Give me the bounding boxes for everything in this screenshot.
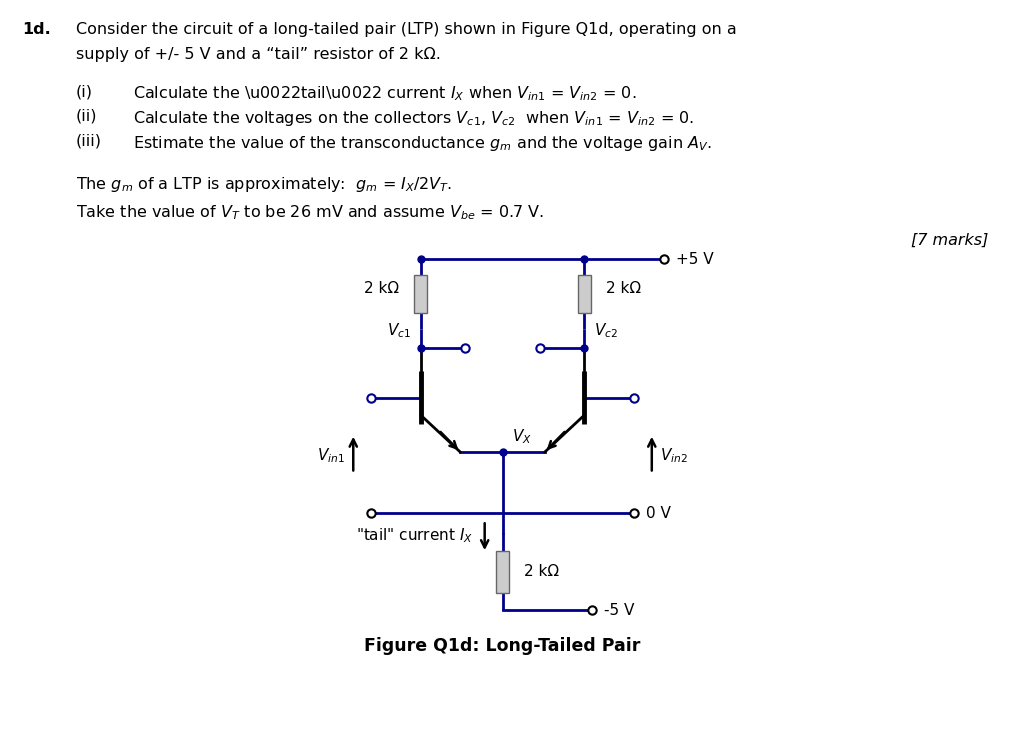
Text: Take the value of $V_T$ to be 26 mV and assume $V_{be}$ = 0.7 V.: Take the value of $V_T$ to be 26 mV and …: [76, 203, 544, 221]
Text: +5 V: +5 V: [675, 252, 713, 267]
Text: (ii): (ii): [76, 109, 97, 124]
Text: 1d.: 1d.: [22, 22, 51, 37]
Text: "tail" current $I_X$: "tail" current $I_X$: [356, 526, 473, 544]
Text: -5 V: -5 V: [604, 603, 634, 618]
Text: $V_X$: $V_X$: [513, 428, 533, 447]
Text: supply of +/- 5 V and a “tail” resistor of 2 kΩ.: supply of +/- 5 V and a “tail” resistor …: [76, 47, 441, 62]
Bar: [496, 550, 509, 593]
Text: $V_{in1}$: $V_{in1}$: [317, 447, 346, 465]
Text: 2 kΩ: 2 kΩ: [525, 564, 559, 579]
Text: Estimate the value of the transconductance $g_m$ and the voltage gain $A_V$.: Estimate the value of the transconductan…: [133, 134, 712, 153]
Text: Figure Q1d: Long-Tailed Pair: Figure Q1d: Long-Tailed Pair: [364, 637, 641, 655]
Text: [7 marks]: [7 marks]: [911, 233, 988, 248]
Bar: [578, 275, 590, 313]
Bar: [415, 275, 428, 313]
Text: (iii): (iii): [76, 134, 101, 148]
Text: The $g_m$ of a LTP is approximately:  $g_m$ = $I_X$/2$V_T$.: The $g_m$ of a LTP is approximately: $g_…: [76, 175, 452, 194]
Text: Calculate the \u0022tail\u0022 current $I_X$ when $V_{in1}$ = $V_{in2}$ = 0.: Calculate the \u0022tail\u0022 current $…: [133, 84, 637, 103]
Text: 0 V: 0 V: [646, 506, 670, 521]
Text: 2 kΩ: 2 kΩ: [607, 282, 641, 297]
Text: Calculate the voltages on the collectors $V_{c1}$, $V_{c2}$  when $V_{in1}$ = $V: Calculate the voltages on the collectors…: [133, 109, 695, 128]
Text: 2 kΩ: 2 kΩ: [364, 282, 399, 297]
Text: $V_{c2}$: $V_{c2}$: [594, 322, 619, 340]
Text: (i): (i): [76, 84, 93, 99]
Text: $V_{c1}$: $V_{c1}$: [387, 322, 410, 340]
Text: Consider the circuit of a long-tailed pair (LTP) shown in Figure Q1d, operating : Consider the circuit of a long-tailed pa…: [76, 22, 736, 37]
Text: $V_{in2}$: $V_{in2}$: [660, 447, 687, 465]
